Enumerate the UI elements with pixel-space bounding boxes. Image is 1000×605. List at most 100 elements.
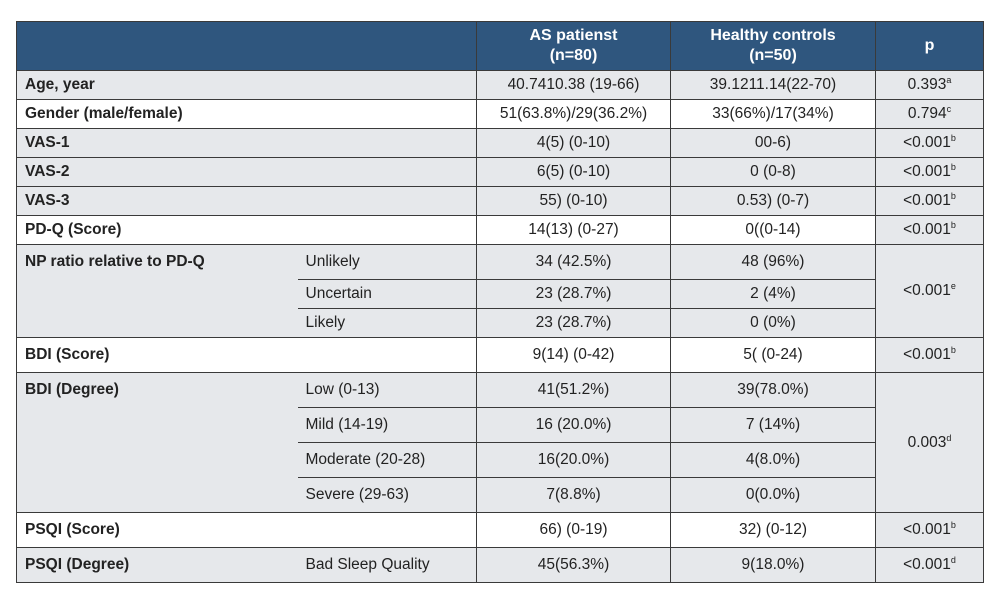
table-header-row: AS patienst (n=80) Healthy controls (n=5…	[16, 21, 984, 71]
p-value: <0.001b	[875, 215, 984, 245]
table-row: Moderate (20-28) 16(20.0%) 4(8.0%)	[16, 442, 984, 478]
hc-value: 2 (4%)	[670, 279, 876, 309]
table-row: VAS-2 6(5) (0-10) 0 (0-8) <0.001b	[16, 157, 984, 187]
table-row: BDI (Score) 9(14) (0-42) 5( (0-24) <0.00…	[16, 337, 984, 373]
as-value: 9(14) (0-42)	[476, 337, 671, 373]
row-label: VAS-2	[16, 157, 298, 187]
row-sublabel: Uncertain	[297, 279, 477, 309]
row-label: BDI (Degree)	[16, 372, 298, 408]
as-value: 16(20.0%)	[476, 442, 671, 478]
table-row: Severe (29-63) 7(8.8%) 0(0.0%)	[16, 477, 984, 513]
header-hc-label: Healthy controls	[710, 27, 836, 44]
table-row: Age, year 40.7410.38 (19-66) 39.1211.14(…	[16, 70, 984, 100]
table-row: NP ratio relative to PD-Q Unlikely 34 (4…	[16, 244, 984, 338]
row-label: NP ratio relative to PD-Q	[16, 244, 298, 280]
row-label: Age, year	[16, 70, 298, 100]
as-value: 14(13) (0-27)	[476, 215, 671, 245]
hc-value: 0.53) (0-7)	[670, 186, 876, 216]
row-sublabel: Mild (14-19)	[297, 407, 477, 443]
p-value: <0.001b	[875, 128, 984, 158]
hc-value: 32) (0-12)	[670, 512, 876, 548]
p-value: <0.001d	[875, 547, 984, 583]
header-as-n: (n=80)	[549, 47, 598, 64]
p-value: <0.001b	[875, 337, 984, 373]
row-label	[16, 279, 298, 309]
row-sublabel	[297, 215, 477, 245]
row-sublabel	[297, 70, 477, 100]
row-sublabel: Likely	[297, 308, 477, 338]
as-value: 16 (20.0%)	[476, 407, 671, 443]
header-as-patients: AS patienst (n=80)	[476, 21, 671, 71]
p-value: <0.001e	[875, 244, 984, 338]
hc-value: 39(78.0%)	[670, 372, 876, 408]
as-value: 41(51.2%)	[476, 372, 671, 408]
row-label: VAS-3	[16, 186, 298, 216]
row-sublabel: Severe (29-63)	[297, 477, 477, 513]
header-p: p	[875, 21, 984, 71]
hc-value: 0 (0-8)	[670, 157, 876, 187]
as-value: 34 (42.5%)	[476, 244, 671, 280]
hc-value: 0(0.0%)	[670, 477, 876, 513]
row-sublabel: Unlikely	[297, 244, 477, 280]
as-value: 23 (28.7%)	[476, 308, 671, 338]
hc-value: 0 (0%)	[670, 308, 876, 338]
header-hc-n: (n=50)	[749, 47, 797, 64]
table-row: PSQI (Degree) Bad Sleep Quality 45(56.3%…	[16, 547, 984, 583]
table-row: Uncertain 23 (28.7%) 2 (4%)	[16, 279, 984, 309]
row-label	[16, 407, 298, 443]
row-label: PSQI (Degree)	[16, 547, 298, 583]
table-row: VAS-3 55) (0-10) 0.53) (0-7) <0.001b	[16, 186, 984, 216]
row-sublabel	[297, 512, 477, 548]
hc-value: 33(66%)/17(34%)	[670, 99, 876, 129]
as-value: 6(5) (0-10)	[476, 157, 671, 187]
hc-value: 48 (96%)	[670, 244, 876, 280]
p-value: 0.003d	[875, 372, 984, 513]
row-sublabel	[297, 157, 477, 187]
row-sublabel: Moderate (20-28)	[297, 442, 477, 478]
table-row: Mild (14-19) 16 (20.0%) 7 (14%)	[16, 407, 984, 443]
p-value: <0.001b	[875, 512, 984, 548]
row-sublabel: Bad Sleep Quality	[297, 547, 477, 583]
header-blank	[16, 21, 477, 71]
table-row: PD-Q (Score) 14(13) (0-27) 0((0-14) <0.0…	[16, 215, 984, 245]
row-sublabel	[297, 337, 477, 373]
as-value: 45(56.3%)	[476, 547, 671, 583]
row-label: PD-Q (Score)	[16, 215, 298, 245]
row-label: VAS-1	[16, 128, 298, 158]
table-row: VAS-1 4(5) (0-10) 00-6) <0.001b	[16, 128, 984, 158]
row-label: BDI (Score)	[16, 337, 298, 373]
table-row: BDI (Degree) Low (0-13) 41(51.2%) 39(78.…	[16, 372, 984, 513]
header-p-label: p	[924, 37, 935, 54]
p-value: 0.393a	[875, 70, 984, 100]
row-sublabel: Low (0-13)	[297, 372, 477, 408]
hc-value: 39.1211.14(22-70)	[670, 70, 876, 100]
hc-value: 7 (14%)	[670, 407, 876, 443]
row-label: Gender (male/female)	[16, 99, 298, 129]
hc-value: 0((0-14)	[670, 215, 876, 245]
p-value: 0.794c	[875, 99, 984, 129]
as-value: 66) (0-19)	[476, 512, 671, 548]
as-value: 7(8.8%)	[476, 477, 671, 513]
table-row: PSQI (Score) 66) (0-19) 32) (0-12) <0.00…	[16, 512, 984, 548]
row-sublabel	[297, 99, 477, 129]
row-sublabel	[297, 186, 477, 216]
row-label	[16, 477, 298, 513]
as-value: 23 (28.7%)	[476, 279, 671, 309]
table-row: Likely 23 (28.7%) 0 (0%)	[16, 308, 984, 338]
as-value: 4(5) (0-10)	[476, 128, 671, 158]
p-value: <0.001b	[875, 157, 984, 187]
as-value: 40.7410.38 (19-66)	[476, 70, 671, 100]
hc-value: 5( (0-24)	[670, 337, 876, 373]
header-as-label: AS patienst	[529, 27, 618, 44]
hc-value: 4(8.0%)	[670, 442, 876, 478]
row-label	[16, 308, 298, 338]
hc-value: 00-6)	[670, 128, 876, 158]
as-value: 51(63.8%)/29(36.2%)	[476, 99, 671, 129]
row-label: PSQI (Score)	[16, 512, 298, 548]
p-value: <0.001b	[875, 186, 984, 216]
row-label	[16, 442, 298, 478]
row-sublabel	[297, 128, 477, 158]
table-row: Gender (male/female) 51(63.8%)/29(36.2%)…	[16, 99, 984, 129]
as-value: 55) (0-10)	[476, 186, 671, 216]
header-healthy-controls: Healthy controls (n=50)	[670, 21, 876, 71]
